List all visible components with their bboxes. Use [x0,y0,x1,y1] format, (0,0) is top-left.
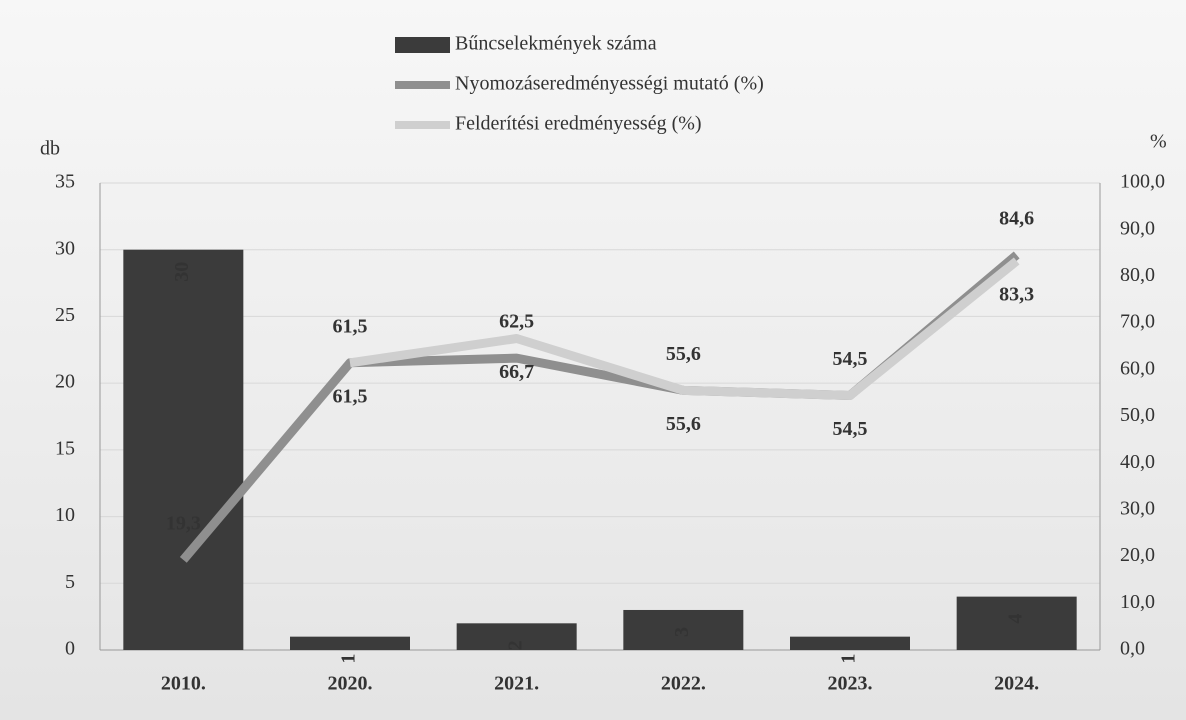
line [349,257,1020,400]
y2-tick-label: 80,0 [1120,264,1155,286]
y-tick-label: 20 [55,371,75,393]
line-value-label: 54,5 [833,348,868,370]
line-value-label: 66,7 [499,361,534,383]
bar [290,636,410,650]
y-axis-title: db [40,138,60,160]
line-value-label: 55,6 [666,343,701,365]
y-tick-label: 35 [55,171,75,193]
bar-value-label: 2 [504,640,526,650]
line-value-label: 61,5 [333,385,368,407]
x-tick-label: 2024. [994,673,1039,695]
bar [456,623,577,650]
legend-label: Bűncselekmények száma [455,33,657,55]
bar-value-label: 1 [338,654,360,664]
y-tick-label: 30 [55,237,75,259]
bar-value-label: 30 [171,262,193,282]
legend-swatch [395,37,450,53]
x-tick-label: 2020. [328,673,373,695]
x-tick-label: 2010. [161,673,206,695]
line [179,251,1020,563]
x-tick-label: 2021. [494,673,539,695]
y2-tick-label: 90,0 [1120,217,1155,239]
y-tick-label: 15 [55,437,75,459]
y2-tick-label: 10,0 [1120,591,1155,613]
bar [790,636,910,650]
legend-label: Nyomozáseredményességi mutató (%) [455,73,764,95]
y2-tick-label: 0,0 [1120,638,1145,660]
y2-tick-label: 30,0 [1120,497,1155,519]
y2-axis-title: % [1150,131,1167,153]
y2-tick-label: 50,0 [1120,404,1155,426]
y2-tick-label: 60,0 [1120,357,1155,379]
y-tick-label: 0 [65,638,75,660]
legend-swatch [395,121,450,129]
y-tick-label: 25 [55,304,75,326]
line-value-label: 55,6 [666,413,701,435]
y-tick-label: 5 [65,571,75,593]
y2-tick-label: 40,0 [1120,451,1155,473]
legend-label: Felderítési eredményesség (%) [455,113,702,135]
bar-value-label: 4 [1004,614,1026,624]
bar [623,609,744,650]
y2-tick-label: 70,0 [1120,311,1155,333]
x-tick-label: 2023. [828,673,873,695]
y2-tick-label: 100,0 [1120,171,1165,193]
line-value-label: 54,5 [833,418,868,440]
line-value-label: 61,5 [333,315,368,337]
bar [123,249,244,650]
y2-tick-label: 20,0 [1120,544,1155,566]
bar [956,596,1077,650]
line-value-label: 84,6 [999,208,1034,230]
line-value-label: 83,3 [999,284,1034,306]
y-tick-label: 10 [55,504,75,526]
x-tick-label: 2022. [661,673,706,695]
line-value-label: 62,5 [499,311,534,333]
bar-value-label: 1 [838,654,860,664]
bar-value-label: 3 [671,627,693,637]
line-value-label: 19,3 [166,512,201,534]
legend-swatch [395,81,450,89]
